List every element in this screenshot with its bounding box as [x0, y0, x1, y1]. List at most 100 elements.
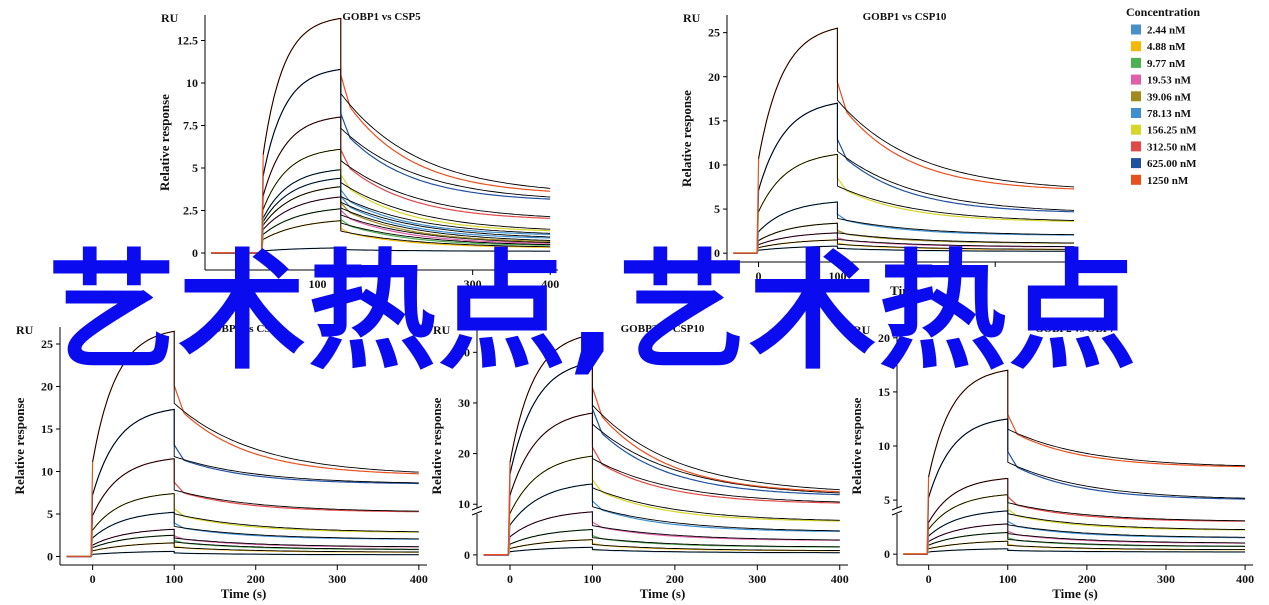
legend-title: Concentration — [1126, 5, 1200, 19]
y-tick-label: 0 — [884, 547, 890, 561]
y-axis-break-gap — [893, 508, 901, 514]
fit-curve — [758, 153, 1075, 221]
x-tick-label: 200 — [1078, 572, 1096, 586]
y-tick-label: 0 — [464, 548, 470, 562]
x-tick-label: 400 — [1236, 572, 1254, 586]
y-tick-label: 25 — [41, 337, 53, 351]
fit-curve — [509, 412, 840, 503]
legend-swatch — [1131, 57, 1141, 68]
chart-title: GOBP1 vs CSP10 — [863, 11, 947, 23]
x-tick-label: 400 — [541, 277, 559, 291]
series-curve — [483, 361, 840, 556]
y-tick-label: 10 — [458, 497, 470, 511]
y-tick-label: 20 — [708, 70, 720, 84]
y-unit-label: RU — [683, 11, 701, 25]
chart-title: GOBP2 vs OBP7 — [1035, 323, 1116, 335]
y-tick-label: 10 — [41, 465, 53, 479]
chart-panel-5: GOBP2 vs OBP7 RU Relative response 0 5 10 15 20… — [849, 323, 1254, 601]
y-axis-break-gap — [473, 508, 481, 514]
fit-curve — [758, 222, 1075, 244]
fit-curve — [262, 208, 551, 246]
fit-curve — [758, 245, 1075, 252]
fit-curve — [262, 148, 551, 230]
y-tick-label: 10 — [878, 439, 890, 453]
fit-curve — [509, 455, 840, 521]
legend-item-label: 156.25 nM — [1147, 125, 1197, 137]
fit-curve — [92, 408, 419, 495]
y-tick-label: 20 — [458, 447, 470, 461]
chart-panel-3: GOBP2 vs CSP5 RU Relative response 0 5 10 15 20… — [12, 323, 428, 601]
legend-swatch — [1131, 158, 1141, 169]
x-tick-label: 300 — [464, 277, 482, 291]
series-curve — [903, 418, 1246, 555]
fit-curve — [509, 511, 840, 541]
x-tick-label: 300 — [328, 572, 346, 586]
fit-curve — [92, 528, 419, 548]
fit-curve — [758, 102, 1075, 211]
y-tick-label: 40 — [458, 345, 470, 359]
fit-curve — [928, 369, 1246, 477]
y-axis-label: Relative response — [429, 397, 444, 494]
y-tick-label: 25 — [708, 26, 720, 40]
y-tick-label: 2.5 — [183, 204, 198, 218]
x-tick-label: 300 — [748, 572, 766, 586]
y-tick-label: 5 — [192, 161, 198, 175]
legend-item-label: 2.44 nM — [1147, 25, 1186, 37]
fit-curve — [92, 550, 419, 556]
y-tick-label: 15 — [708, 114, 720, 128]
fit-curve — [758, 27, 1075, 188]
legend-item-label: 19.53 nM — [1147, 75, 1192, 87]
y-tick-label: 12.5 — [177, 34, 198, 48]
chart-panel-2: GOBP1 vs CSP10 RU Relative response 0 5 10 15 2… — [679, 11, 1082, 298]
fit-curve — [928, 478, 1246, 523]
x-tick-label: 100 — [583, 572, 601, 586]
y-tick-label: 20 — [41, 380, 53, 394]
y-tick-label: 10 — [708, 158, 720, 172]
fit-curve — [262, 196, 551, 243]
x-tick-label: 400 — [831, 572, 849, 586]
fit-curve — [509, 483, 840, 532]
fit-curve — [509, 546, 840, 554]
x-axis-label: Time (s) — [640, 586, 686, 601]
chart-title: GOBP1 vs CSP5 — [342, 11, 421, 23]
legend-item-label: 9.77 nM — [1147, 58, 1186, 70]
y-tick-label: 5 — [884, 493, 890, 507]
fit-curve — [92, 534, 419, 550]
fit-curve — [262, 17, 551, 189]
y-tick-label: 0 — [714, 246, 720, 260]
y-tick-label: 0 — [192, 246, 198, 260]
legend-item-label: 39.06 nM — [1147, 91, 1192, 103]
y-axis-break-mark — [891, 510, 903, 516]
y-axis-label: Relative response — [12, 397, 27, 494]
x-tick-label: 400 — [410, 572, 428, 586]
fit-curve — [928, 418, 1246, 499]
fit-curve — [509, 529, 840, 548]
legend-swatch — [1131, 141, 1141, 152]
fit-curve — [92, 511, 419, 540]
y-tick-label: 5 — [47, 507, 53, 521]
y-tick-label: 10 — [186, 76, 198, 90]
x-tick-label: 0 — [507, 572, 513, 586]
legend-swatch — [1131, 41, 1141, 52]
series-curve — [733, 102, 1075, 254]
y-tick-label: 5 — [714, 202, 720, 216]
x-axis-label: Time (s) — [221, 586, 267, 601]
series-curve — [903, 369, 1246, 555]
y-tick-label: 15 — [41, 422, 53, 436]
legend-swatch — [1131, 124, 1141, 135]
y-tick-label: 7.5 — [183, 119, 198, 133]
fit-curve — [263, 247, 551, 252]
legend-swatch — [1131, 91, 1141, 102]
y-tick-label: 20 — [878, 331, 890, 345]
x-tick-label: 300 — [1157, 572, 1175, 586]
y-unit-label: RU — [853, 323, 871, 337]
fit-curve — [262, 220, 551, 248]
fit-curve — [928, 540, 1246, 551]
chart-title: GOBP2 vs CSP5 — [204, 323, 283, 335]
y-axis-break-mark — [891, 505, 903, 511]
x-tick-label: 100 — [828, 269, 846, 283]
x-tick-label: 0 — [237, 277, 243, 291]
fit-curve — [928, 510, 1246, 538]
x-tick-label: 0 — [926, 572, 932, 586]
series-curve — [211, 17, 551, 254]
